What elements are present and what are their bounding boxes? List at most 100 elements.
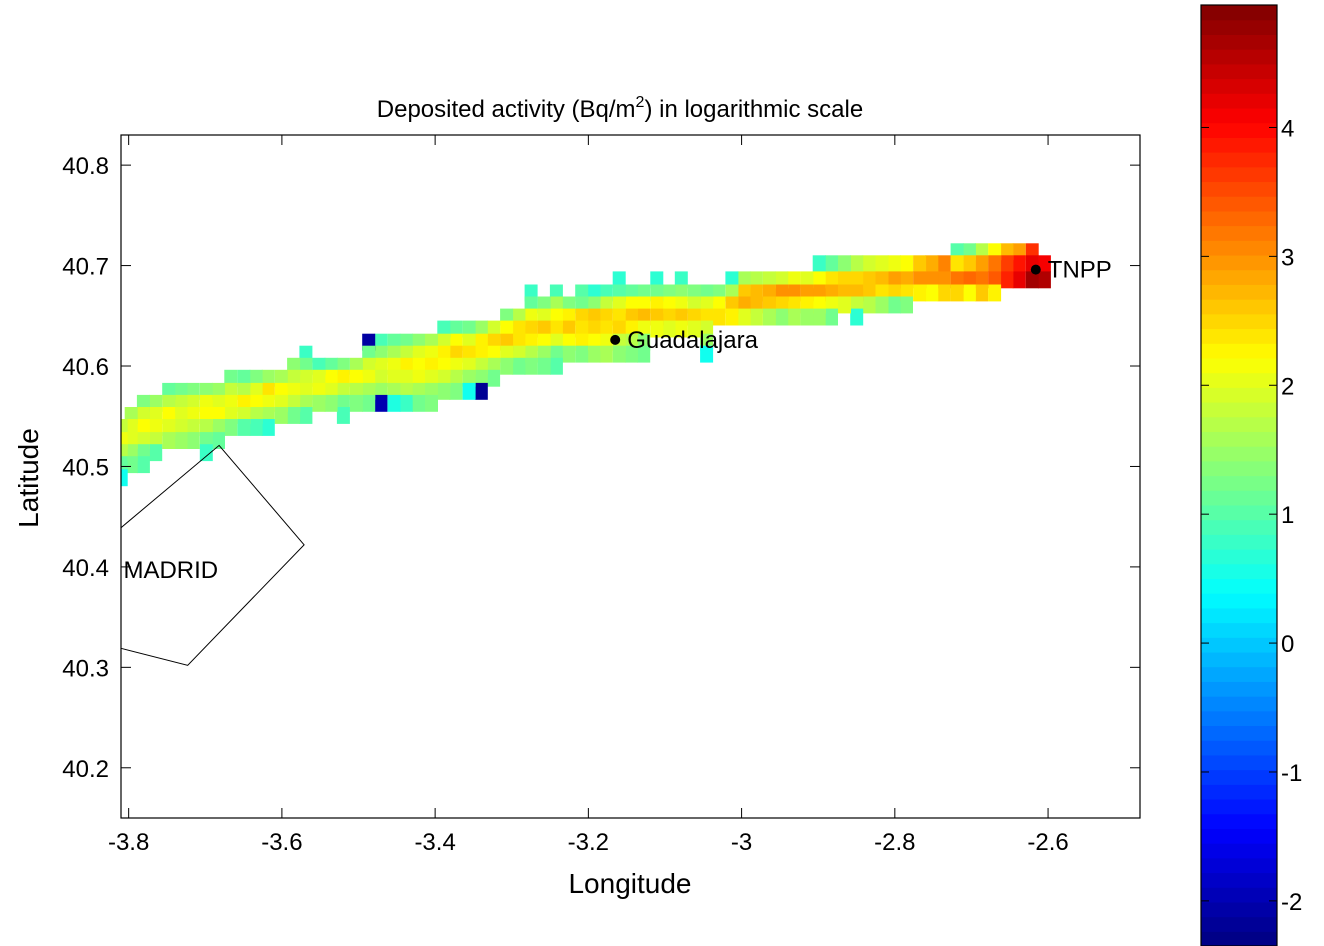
heat-cell bbox=[712, 308, 726, 326]
heat-cell bbox=[549, 320, 563, 338]
heat-cell bbox=[913, 255, 927, 273]
colorbar-band bbox=[1201, 519, 1277, 535]
colorbar-band bbox=[1201, 431, 1277, 447]
heat-cell bbox=[862, 255, 876, 273]
heat-cell bbox=[587, 345, 601, 363]
heat-cell bbox=[725, 308, 739, 326]
colorbar-band bbox=[1201, 299, 1277, 315]
colorbar-band bbox=[1201, 593, 1277, 609]
plot-background bbox=[121, 135, 1140, 818]
x-tick-label: -2.8 bbox=[874, 829, 915, 856]
heat-cell bbox=[862, 271, 876, 289]
heat-cell bbox=[449, 369, 463, 387]
colorbar-tick-label: 0 bbox=[1281, 631, 1294, 658]
heat-cell bbox=[500, 357, 514, 375]
colorbar-band bbox=[1201, 813, 1277, 829]
x-tick-label: -3.8 bbox=[108, 829, 149, 856]
colorbar-band bbox=[1201, 34, 1277, 50]
heat-cell bbox=[474, 382, 488, 400]
heat-cell bbox=[362, 369, 376, 387]
colorbar-band bbox=[1201, 313, 1277, 330]
heat-cell bbox=[749, 308, 763, 326]
colorbar-band bbox=[1201, 284, 1277, 300]
colorbar-band bbox=[1201, 122, 1277, 138]
colorbar-band bbox=[1201, 769, 1277, 785]
heat-cell bbox=[887, 296, 901, 314]
heat-cell bbox=[900, 296, 913, 314]
heat-cell bbox=[587, 320, 601, 338]
heat-cell bbox=[462, 382, 476, 400]
colorbar-band bbox=[1201, 225, 1277, 241]
heat-cell bbox=[962, 255, 976, 273]
guadalajara-label: Guadalajara bbox=[627, 327, 758, 354]
heat-cell bbox=[575, 320, 589, 338]
heat-cell bbox=[787, 271, 801, 289]
heat-cell bbox=[775, 308, 789, 326]
colorbar-band bbox=[1201, 269, 1277, 285]
x-tick-label: -3.2 bbox=[568, 829, 609, 856]
heat-cell bbox=[575, 345, 589, 363]
colorbar-band bbox=[1201, 563, 1277, 580]
heat-cell bbox=[299, 369, 313, 387]
heat-cell bbox=[875, 296, 889, 314]
guadalajara-marker bbox=[610, 334, 621, 345]
y-tick-label: 40.8 bbox=[62, 153, 109, 180]
heat-cell bbox=[524, 320, 538, 338]
heat-cell bbox=[449, 320, 463, 338]
heat-cell bbox=[762, 308, 776, 326]
heat-cell bbox=[988, 271, 1002, 289]
heat-cell bbox=[737, 271, 751, 289]
colorbar-band bbox=[1201, 343, 1277, 359]
heat-cell bbox=[162, 419, 176, 436]
x-tick-label: -3.6 bbox=[261, 829, 302, 856]
heat-cell bbox=[349, 394, 363, 412]
heat-cell bbox=[725, 271, 739, 289]
colorbar-band bbox=[1201, 637, 1277, 653]
heat-cell bbox=[186, 419, 200, 436]
heat-cell bbox=[324, 369, 338, 387]
y-tick-label: 40.2 bbox=[62, 756, 109, 783]
heat-cell bbox=[838, 255, 851, 273]
heat-cell bbox=[838, 296, 851, 314]
heat-cell bbox=[149, 419, 163, 436]
colorbar-band bbox=[1201, 19, 1277, 35]
heat-cell bbox=[850, 255, 864, 273]
heat-cell bbox=[1000, 271, 1014, 289]
heat-cell bbox=[487, 320, 501, 338]
heat-cell bbox=[512, 357, 526, 375]
heat-cell bbox=[850, 271, 864, 289]
heat-cell bbox=[875, 271, 889, 289]
colorbar-tick-label: -1 bbox=[1281, 760, 1302, 787]
heat-cell bbox=[562, 320, 576, 338]
colorbar-tick-label: 4 bbox=[1281, 115, 1294, 142]
heat-cell bbox=[549, 357, 563, 375]
heat-cell bbox=[121, 419, 128, 436]
heat-cell bbox=[362, 394, 376, 412]
heat-cell bbox=[800, 308, 814, 326]
heat-cell bbox=[800, 271, 814, 289]
heatmap-cells bbox=[121, 243, 1051, 487]
heat-cell bbox=[950, 271, 964, 289]
heat-cell bbox=[925, 255, 939, 273]
heat-cell bbox=[838, 271, 851, 289]
colorbar-band bbox=[1201, 901, 1277, 918]
heat-cell bbox=[336, 369, 350, 387]
colorbar-band bbox=[1201, 916, 1277, 932]
heat-cell bbox=[121, 444, 128, 462]
heat-cell bbox=[425, 369, 438, 387]
colorbar-band bbox=[1201, 357, 1277, 374]
colorbar-band bbox=[1201, 534, 1277, 550]
colorbar-band bbox=[1201, 240, 1277, 256]
heat-cell bbox=[1000, 255, 1014, 273]
y-tick-label: 40.5 bbox=[62, 454, 109, 481]
heat-cell bbox=[261, 369, 275, 387]
colorbar-band bbox=[1201, 754, 1277, 771]
heat-cell bbox=[537, 357, 551, 375]
heat-cell bbox=[975, 284, 989, 302]
colorbar-frame bbox=[1200, 4, 1278, 946]
heat-cell bbox=[925, 284, 939, 302]
heat-cell bbox=[274, 407, 288, 424]
colorbar-band bbox=[1201, 401, 1277, 418]
x-tick-label: -2.6 bbox=[1027, 829, 1068, 856]
